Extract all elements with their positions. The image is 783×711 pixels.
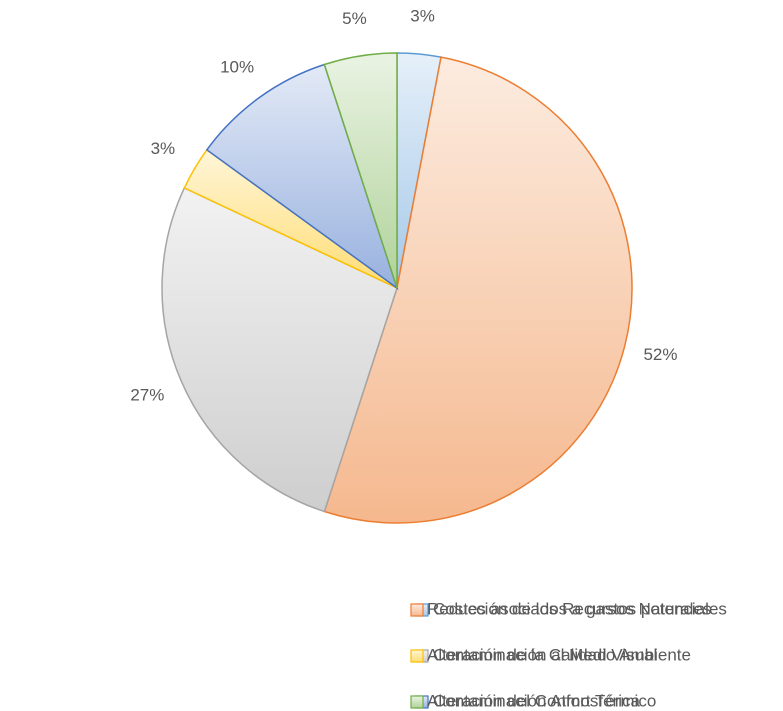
legend-label: Alteración de la Calidad Visual [427, 645, 657, 664]
pie-slice [323, 56, 633, 524]
data-label: 27% [130, 386, 164, 405]
legend-swatch [410, 695, 424, 709]
legend-label: Contaminación Atmosférica [433, 691, 640, 710]
pie-slice [205, 63, 399, 290]
legend-label: Reducción de los Recursos Naturales [427, 599, 711, 618]
data-label: 3% [151, 139, 176, 158]
legend-swatch [410, 649, 424, 663]
legend-label: Alteración del Confort Térmico [427, 691, 656, 710]
legend-label: Contaminación al Medio Ambiente [433, 645, 691, 664]
legend-swatch [410, 603, 424, 617]
data-label: 52% [643, 345, 677, 364]
data-label: 3% [410, 7, 435, 26]
pie-slice [161, 186, 398, 513]
data-label: 10% [220, 57, 254, 76]
pie-slice [323, 52, 398, 289]
data-label: 5% [342, 9, 367, 28]
legend-label: Costes asociados a gastos potenciales [433, 599, 727, 618]
